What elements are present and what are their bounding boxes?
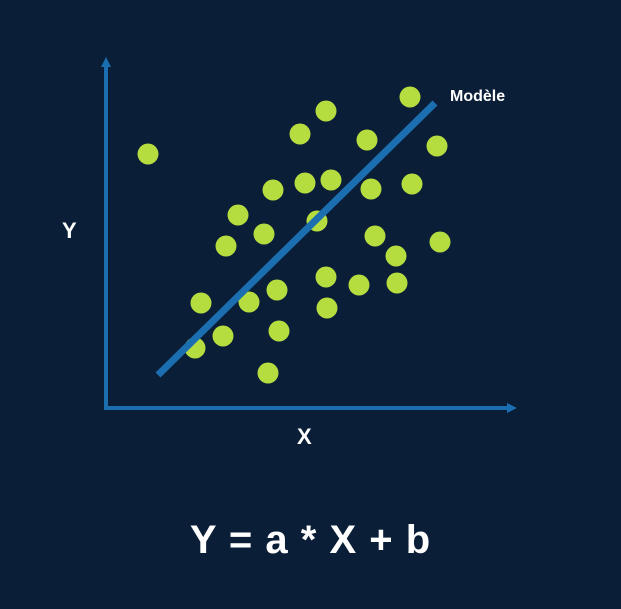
data-point [385,245,407,267]
x-axis-label: X [297,424,312,449]
data-point [215,235,237,257]
data-point [364,225,386,247]
data-point [315,266,337,288]
regression-line [155,100,438,378]
data-point [238,291,260,313]
data-point [268,320,290,342]
data-point [356,129,378,151]
data-point [262,179,284,201]
data-point [316,297,338,319]
data-point [294,172,316,194]
data-point [320,169,342,191]
data-point [386,272,408,294]
model-label: Modèle [450,88,506,105]
data-point [257,362,279,384]
data-point [348,274,370,296]
data-point [360,178,382,200]
data-point [426,135,448,157]
data-point [190,292,212,314]
y-axis-label: Y [62,218,77,243]
formula: Y = a * X + b [189,518,432,562]
data-point [137,143,159,165]
data-point [227,204,249,226]
data-point [315,100,337,122]
data-point [429,231,451,253]
data-point [212,325,234,347]
data-point [253,223,275,245]
data-point [266,279,288,301]
data-point [401,173,423,195]
data-point [289,123,311,145]
data-point [399,86,421,108]
